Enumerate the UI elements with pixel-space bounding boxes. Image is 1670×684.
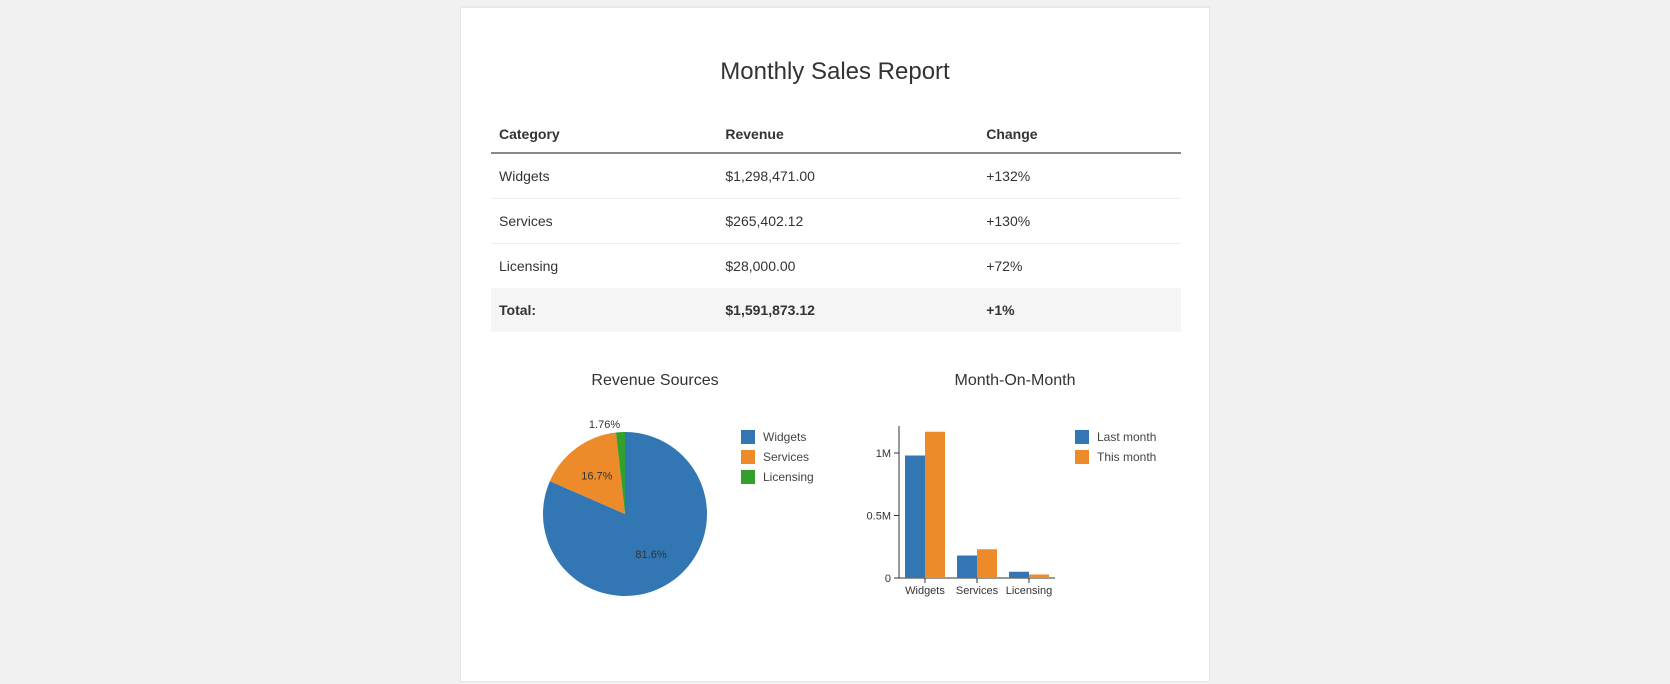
cell-total-revenue: $1,591,873.12 [717,288,978,332]
col-header-category: Category [491,116,717,153]
table-row: Services $265,402.12 +130% [491,199,1181,244]
legend-swatch [1075,430,1089,444]
report-card: Monthly Sales Report Category Revenue Ch… [460,6,1210,682]
bar-chart-wrap: 0 0.5M 1M Widgets Services Licensing Last mon… [855,414,1175,604]
legend-item: This month [1075,450,1156,464]
y-tick-label: 0.5M [867,511,891,523]
cell-category: Services [491,199,717,244]
pie-slice-label: 1.76% [589,419,620,431]
cell-revenue: $1,298,471.00 [717,153,978,199]
table-total-row: Total: $1,591,873.12 +1% [491,288,1181,332]
cell-change: +132% [978,153,1181,199]
cell-category: Widgets [491,153,717,199]
legend-swatch [741,450,755,464]
col-header-revenue: Revenue [717,116,978,153]
x-tick-label: Widgets [905,585,945,597]
pie-legend: Widgets Services Licensing [741,430,814,490]
bar-chart-block: Month-On-Month 0 0.5M 1M Widgets Services Lic… [855,372,1175,604]
x-tick-label: Services [956,585,999,597]
bar-chart-title: Month-On-Month [855,372,1175,390]
legend-item: Services [741,450,814,464]
bar-legend: Last month This month [1075,430,1156,470]
cell-category: Licensing [491,244,717,289]
pie-chart-title: Revenue Sources [495,372,815,390]
bar-chart: 0 0.5M 1M Widgets Services Licensing [855,414,1065,604]
y-tick-label: 1M [876,448,891,460]
legend-label: Widgets [763,430,806,444]
legend-item: Licensing [741,470,814,484]
pie-chart-wrap: 81.6%16.7%1.76% Widgets Services Lice [495,414,815,604]
pie-chart-block: Revenue Sources 81.6% 16.7% 1.76% Widgets … [495,372,815,604]
bar [1009,572,1029,578]
report-inner: Monthly Sales Report Category Revenue Ch… [461,8,1209,644]
bar [1029,575,1049,579]
x-tick-label: Licensing [1006,585,1052,597]
bar [925,432,945,578]
legend-swatch [741,430,755,444]
table-header-row: Category Revenue Change [491,116,1181,153]
bar [957,556,977,579]
cell-revenue: $28,000.00 [717,244,978,289]
legend-item: Last month [1075,430,1156,444]
pie-chart: 81.6% 16.7% 1.76% [495,414,725,604]
legend-item: Widgets [741,430,814,444]
cell-total-change: +1% [978,288,1181,332]
legend-swatch [741,470,755,484]
table-row: Widgets $1,298,471.00 +132% [491,153,1181,199]
bar [977,549,997,578]
col-header-change: Change [978,116,1181,153]
pie-slice-label: 81.6% [635,549,666,561]
table-row: Licensing $28,000.00 +72% [491,244,1181,289]
legend-label: Last month [1097,430,1156,444]
cell-change: +130% [978,199,1181,244]
page-title: Monthly Sales Report [491,58,1179,86]
cell-total-label: Total: [491,288,717,332]
revenue-table: Category Revenue Change Widgets $1,298,4… [491,116,1181,332]
legend-label: Licensing [763,470,814,484]
bar [905,456,925,579]
charts-row: Revenue Sources 81.6% 16.7% 1.76% Widgets … [491,372,1179,604]
legend-label: This month [1097,450,1156,464]
cell-revenue: $265,402.12 [717,199,978,244]
pie-slice-label: 16.7% [581,471,612,483]
legend-swatch [1075,450,1089,464]
y-tick-label: 0 [885,573,891,585]
legend-label: Services [763,450,809,464]
cell-change: +72% [978,244,1181,289]
